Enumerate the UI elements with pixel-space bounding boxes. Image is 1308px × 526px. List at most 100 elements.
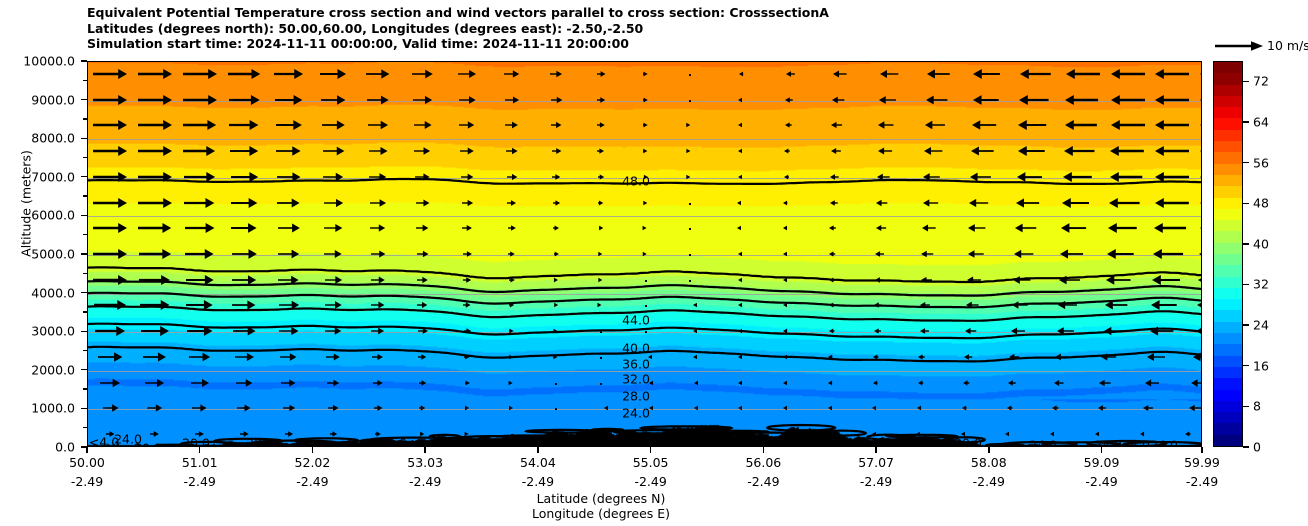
y-tick-minor [83, 272, 87, 274]
wind-vector [691, 303, 697, 310]
y-tick-label: 5000.0 [31, 246, 75, 262]
wind-vector [553, 251, 561, 258]
x-tick-label-latitude: 54.04 [520, 455, 556, 470]
wind-vector [183, 146, 217, 159]
wind-vector [190, 378, 211, 389]
wind-vector [959, 431, 965, 439]
wind-vector [235, 378, 254, 389]
wind-vector [782, 174, 789, 181]
wind-vector [784, 70, 795, 79]
wind-vector [1017, 94, 1049, 107]
x-tick-label-latitude: 53.03 [407, 455, 444, 470]
wind-vector [826, 354, 833, 361]
wind-vector [691, 328, 698, 336]
colorbar-tick-label: 0 [1253, 439, 1261, 455]
x-tick-label-longitude: -2.49 [972, 474, 1005, 489]
contour-label-24-0: 24.0 [622, 405, 650, 421]
y-tick-minor [83, 79, 87, 81]
wind-vector [961, 380, 970, 388]
wind-vector [237, 404, 253, 415]
wind-vector [184, 223, 216, 236]
wind-vector [322, 146, 346, 158]
wind-vector [1105, 248, 1134, 262]
wind-vector [782, 148, 790, 155]
y-tick-label: 9000.0 [31, 92, 75, 108]
wind-vector [1153, 120, 1190, 133]
y-tick-mark [81, 446, 87, 448]
wind-vector [1152, 223, 1187, 236]
wind-vector [643, 174, 650, 181]
contour-line-surface [884, 433, 960, 439]
wind-vector [418, 379, 428, 388]
y-axis-label: Altitude (meters) [18, 150, 34, 257]
wind-vector [736, 303, 742, 310]
wind-vector [182, 120, 218, 133]
wind-vector [1107, 197, 1140, 210]
wind-vector [1198, 120, 1201, 133]
wind-vector [374, 431, 383, 439]
wind-vector [94, 300, 128, 313]
wind-vector [1106, 223, 1137, 236]
wind-vector [93, 94, 129, 107]
wind-vector [781, 200, 788, 207]
wind-vector [870, 406, 877, 413]
wind-vector [230, 146, 260, 159]
wind-vector [1006, 379, 1016, 388]
wind-vector [369, 198, 388, 208]
wind-vector [231, 223, 259, 236]
y-tick-minor [83, 118, 87, 120]
x-tick-mark [86, 447, 88, 453]
wind-vector [781, 406, 788, 413]
wind-vector-calm [644, 305, 647, 308]
wind-vector [781, 354, 788, 361]
x-tick-label-longitude: -2.49 [747, 474, 780, 489]
wind-vector [228, 94, 262, 107]
colorbar-band [1214, 163, 1242, 175]
wind-vector [326, 353, 342, 363]
wind-vector [596, 70, 608, 79]
terrain-silhouette [222, 427, 980, 446]
wind-vector [186, 300, 215, 313]
wind-vector [781, 277, 788, 284]
y-tick-mark [81, 176, 87, 178]
wind-vector [1138, 431, 1145, 439]
wind-vector [921, 172, 941, 183]
wind-vector [597, 148, 606, 156]
wind-vector [276, 146, 303, 158]
wind-vector [100, 378, 122, 389]
wind-vector [919, 250, 934, 259]
wind-vector [781, 303, 788, 310]
wind-vector [417, 328, 430, 337]
wind-vector-calm [644, 279, 647, 282]
colorbar [1213, 61, 1243, 447]
x-tick-mark [199, 447, 201, 453]
wind-vector [414, 147, 432, 157]
y-tick-label: 8000.0 [31, 130, 75, 146]
wind-vector-calm [555, 408, 558, 411]
x-tick-mark [1201, 447, 1203, 453]
wind-vector [1058, 249, 1084, 261]
contour-line-surface [212, 437, 285, 445]
y-tick-mark [81, 98, 87, 101]
wind-vector [321, 120, 347, 132]
x-axis-label-longitude: Longitude (degrees E) [531, 506, 671, 521]
x-tick-label-longitude: -2.49 [1185, 474, 1219, 489]
wind-vector [1005, 405, 1013, 413]
contour-line-surface [358, 438, 394, 445]
wind-vector [282, 405, 297, 414]
y-tick-label: 0.0 [55, 439, 75, 455]
wind-vector [1153, 94, 1190, 107]
wind-vector-calm [555, 382, 558, 385]
gridline [88, 370, 1201, 372]
x-tick-label-longitude: -2.49 [1085, 474, 1118, 489]
contour-line-40 [88, 280, 1201, 297]
wind-vector [642, 225, 649, 233]
x-tick-label-longitude: -2.49 [296, 474, 329, 489]
wind-vector [507, 199, 518, 207]
colorbar-band [1214, 400, 1242, 413]
wind-vector [875, 173, 890, 182]
wind-vector [871, 380, 878, 387]
contour-label-surface: 24.0 [1150, 437, 1178, 447]
wind-vector [239, 431, 251, 439]
wind-vector [878, 69, 898, 80]
